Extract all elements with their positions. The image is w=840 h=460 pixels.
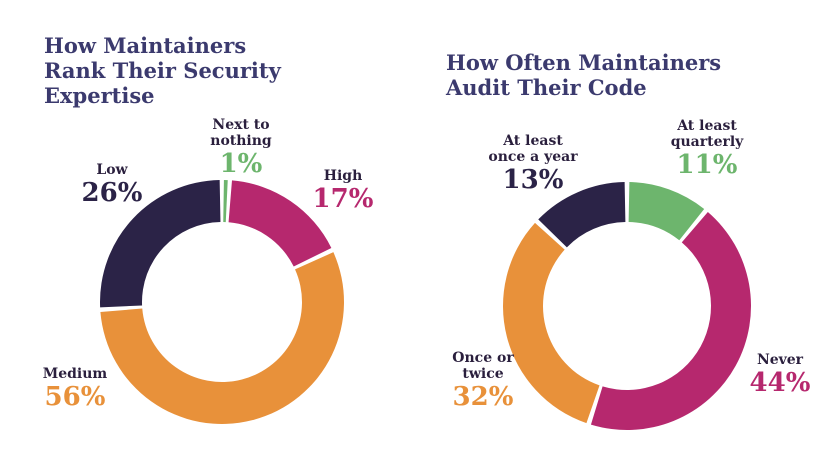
slice-label-next-to-nothing: Next to nothing 1%: [196, 117, 286, 179]
slice-label-at-least-quarterly: At least quarterly 11%: [652, 118, 762, 180]
audit-frequency-donut: [502, 182, 751, 430]
slice-value-high: 17%: [312, 184, 374, 214]
audit-frequency-title: How Often Maintainers Audit Their Code: [446, 50, 722, 100]
audit-slice-at-least-once-a-year: [538, 182, 626, 248]
slice-value-medium: 56%: [44, 382, 106, 412]
slice-name-low: Low: [96, 162, 128, 178]
slice-name-once-or-twice: Once or twice: [452, 350, 514, 382]
audit-slice-once-or-twice: [502, 222, 600, 424]
slice-label-at-least-once-a-year: At least once a year 13%: [478, 133, 588, 195]
slice-value-once-or-twice: 32%: [452, 382, 514, 412]
slice-label-high: High 17%: [308, 168, 378, 214]
expertise-slice-high: [228, 180, 332, 267]
slice-value-low: 26%: [81, 178, 143, 208]
audit-frequency-chart: How Often Maintainers Audit Their Code A…: [420, 0, 840, 460]
slice-label-low: Low 26%: [72, 162, 152, 208]
slice-value-next-to-nothing: 1%: [219, 149, 263, 179]
slice-value-never: 44%: [749, 368, 811, 398]
expertise-slice-low: [100, 180, 221, 308]
slice-label-medium: Medium 56%: [30, 366, 120, 412]
slice-name-medium: Medium: [42, 366, 108, 382]
expertise-slice-medium: [100, 252, 344, 424]
audit-slice-never: [590, 211, 751, 430]
slice-value-at-least-quarterly: 11%: [676, 150, 738, 180]
slice-label-never: Never 44%: [740, 352, 820, 398]
slice-name-at-least-once-a-year: At least once a year: [488, 133, 578, 165]
security-expertise-donut: [100, 180, 344, 424]
audit-slice-at-least-quarterly: [628, 182, 705, 241]
slice-name-next-to-nothing: Next to nothing: [210, 117, 272, 149]
security-expertise-chart: How Maintainers Rank Their Security Expe…: [30, 33, 378, 424]
slice-label-once-or-twice: Once or twice 32%: [438, 350, 528, 412]
slice-name-never: Never: [756, 352, 804, 368]
slice-name-at-least-quarterly: At least quarterly: [670, 118, 744, 150]
slice-value-at-least-once-a-year: 13%: [502, 165, 564, 195]
slice-name-high: High: [323, 168, 363, 184]
expertise-slice-next-to-nothing: [223, 180, 228, 223]
security-expertise-title: How Maintainers Rank Their Security Expe…: [44, 33, 281, 108]
